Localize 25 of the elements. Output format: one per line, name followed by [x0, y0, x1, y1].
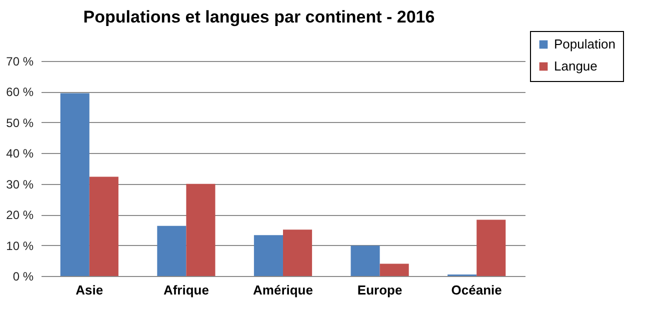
bar: [186, 184, 216, 276]
bar: [254, 235, 283, 276]
bar: [157, 226, 186, 276]
x-tick-label: Asie: [76, 282, 104, 298]
chart-title: Populations et langues par continent - 2016: [83, 8, 435, 26]
y-tick-label: 70 %: [6, 54, 34, 68]
x-tick-label: Afrique: [163, 282, 209, 298]
legend-label: Population: [554, 36, 616, 52]
y-tick-label: 0 %: [12, 270, 34, 284]
y-tick-label: 10 %: [6, 238, 34, 253]
x-tick-label: Europe: [357, 282, 402, 298]
y-tick-label: 40 %: [6, 146, 34, 161]
y-tick-label: 20 %: [6, 208, 34, 222]
bar: [283, 230, 312, 276]
y-tick-label: 30 %: [6, 177, 34, 192]
bar: [476, 220, 506, 276]
bar: [350, 246, 380, 276]
legend-label: Langue: [554, 58, 598, 74]
y-tick-label: 50 %: [6, 116, 34, 130]
x-tick-label: Océanie: [451, 282, 502, 298]
y-tick-label: 60 %: [6, 85, 34, 100]
bar: [380, 264, 409, 276]
bar: [60, 93, 90, 276]
bar: [89, 176, 118, 276]
x-tick-label: Amérique: [253, 282, 313, 298]
